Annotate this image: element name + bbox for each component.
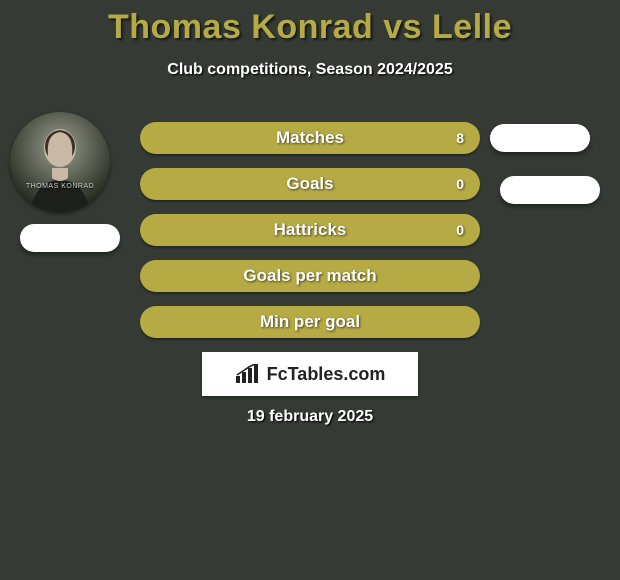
avatar-placeholder-icon [10,112,110,212]
stat-label: Matches [140,128,480,148]
stat-value: 0 [456,176,464,192]
stat-label: Goals [140,174,480,194]
stat-value: 8 [456,130,464,146]
stat-value: 0 [456,222,464,238]
player-avatar: THOMAS KONRAD [10,112,110,212]
stat-bar-min-per-goal: Min per goal [140,306,480,338]
stat-label: Hattricks [140,220,480,240]
avatar-caption: THOMAS KONRAD [10,183,110,190]
page-title: Thomas Konrad vs Lelle [0,0,620,47]
stat-bar-hattricks: Hattricks 0 [140,214,480,246]
stat-bar-matches: Matches 8 [140,122,480,154]
highlight-pill [490,124,590,152]
subtitle: Club competitions, Season 2024/2025 [0,61,620,79]
logo-text: FcTables.com [267,364,386,385]
highlight-pill [20,224,120,252]
stat-label: Goals per match [140,266,480,286]
stat-bar-goals-per-match: Goals per match [140,260,480,292]
stat-bars: Matches 8 Goals 0 Hattricks 0 Goals per … [140,122,480,352]
source-logo: FcTables.com [202,352,418,396]
bar-chart-icon [235,364,261,384]
stat-bar-goals: Goals 0 [140,168,480,200]
date-label: 19 february 2025 [0,408,620,426]
stat-label: Min per goal [140,312,480,332]
highlight-pill [500,176,600,204]
